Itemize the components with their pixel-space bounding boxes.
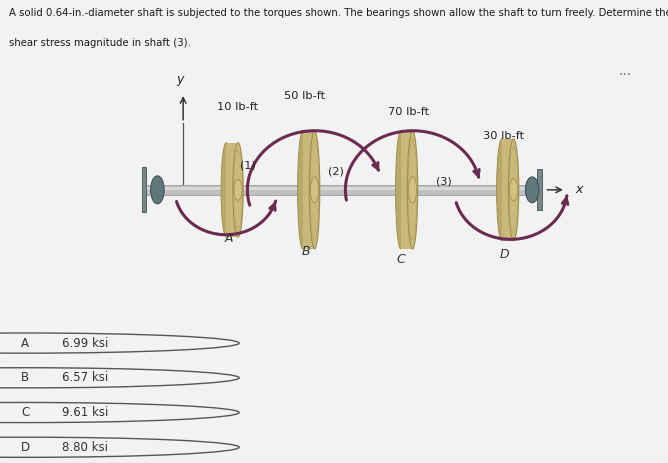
Polygon shape [502, 139, 514, 241]
Text: (3): (3) [436, 177, 452, 187]
Text: A solid 0.64-in.-diameter shaft is subjected to the torques shown. The bearings : A solid 0.64-in.-diameter shaft is subje… [9, 8, 668, 19]
Text: 30 lb-ft: 30 lb-ft [483, 131, 524, 141]
Text: D: D [21, 441, 30, 454]
Ellipse shape [309, 131, 320, 249]
Bar [142, 167, 146, 213]
Text: 50 lb-ft: 50 lb-ft [284, 91, 325, 101]
Ellipse shape [311, 177, 319, 203]
Ellipse shape [221, 143, 232, 237]
Polygon shape [303, 131, 315, 249]
Ellipse shape [395, 131, 406, 249]
Text: 10 lb-ft: 10 lb-ft [217, 101, 258, 112]
Text: C: C [21, 406, 29, 419]
Text: A: A [21, 337, 29, 350]
Text: y: y [176, 73, 184, 86]
Ellipse shape [232, 143, 243, 237]
Ellipse shape [408, 177, 417, 203]
Ellipse shape [151, 176, 164, 204]
Text: C: C [396, 253, 405, 266]
Text: B: B [21, 371, 29, 384]
Polygon shape [401, 131, 413, 249]
Text: (2): (2) [328, 166, 344, 176]
Bar [537, 169, 542, 210]
Ellipse shape [297, 131, 308, 249]
Bar [146, 185, 538, 194]
Ellipse shape [526, 177, 539, 203]
Ellipse shape [234, 180, 242, 200]
Text: x: x [575, 183, 582, 196]
Text: B: B [301, 245, 310, 258]
Text: 6.57 ksi: 6.57 ksi [62, 371, 108, 384]
Text: D: D [500, 248, 510, 261]
Ellipse shape [407, 131, 418, 249]
Polygon shape [226, 143, 238, 237]
Text: ...: ... [618, 63, 631, 78]
Ellipse shape [496, 139, 507, 241]
Text: A: A [225, 232, 233, 244]
Text: 9.61 ksi: 9.61 ksi [62, 406, 108, 419]
Text: 6.99 ksi: 6.99 ksi [62, 337, 108, 350]
Bar [146, 187, 538, 190]
Ellipse shape [508, 139, 519, 241]
Text: 70 lb-ft: 70 lb-ft [388, 107, 430, 117]
Text: shear stress magnitude in shaft (3).: shear stress magnitude in shaft (3). [9, 38, 190, 48]
Text: 8.80 ksi: 8.80 ksi [62, 441, 108, 454]
Text: (1): (1) [240, 161, 255, 171]
Ellipse shape [510, 179, 518, 201]
